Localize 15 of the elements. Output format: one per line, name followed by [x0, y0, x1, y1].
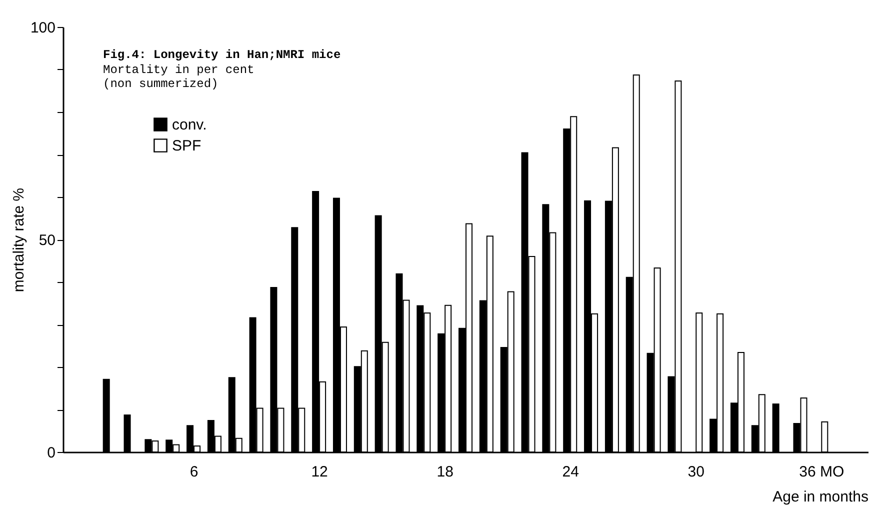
- x-tick-label: 36 MO: [799, 464, 844, 480]
- legend-label: SPF: [172, 138, 202, 154]
- x-tick-label: 24: [562, 464, 579, 480]
- x-tick-label: 30: [688, 464, 704, 480]
- text: Mortality in per cent (non summerized): [103, 63, 254, 91]
- y-tick-label: 0: [47, 444, 56, 462]
- y-axis-title: mortality rate %: [10, 188, 28, 292]
- x-tick-label: 6: [190, 464, 198, 480]
- legend-label: conv.: [172, 116, 207, 134]
- x-tick-label: 12: [311, 464, 328, 480]
- x-axis-title: Age in months: [772, 488, 868, 506]
- y-tick-label: 50: [38, 232, 56, 249]
- text: Fig.4: Longevity in Han;NMRI mice: [103, 48, 341, 62]
- y-tick-label: 100: [30, 20, 56, 36]
- x-tick-label: 18: [436, 464, 454, 480]
